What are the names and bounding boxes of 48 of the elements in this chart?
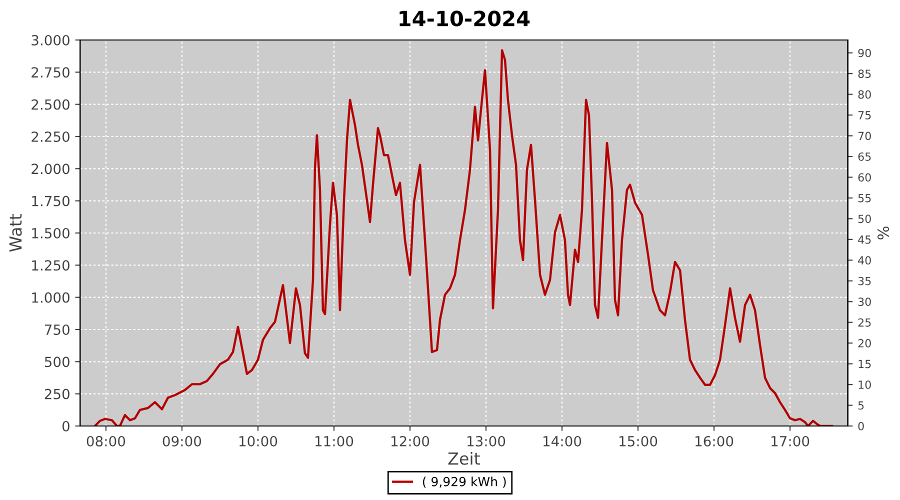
y2-tick-label: 45 <box>858 236 871 244</box>
y-tick-label: 2.250 <box>32 131 70 142</box>
y2-tick-label: 90 <box>858 48 871 58</box>
y2-tick-label: 15 <box>858 360 871 368</box>
x-tick-label: 11:00 <box>315 436 354 446</box>
x-tick-label: 12:00 <box>391 436 430 446</box>
y2-tick-label: 50 <box>858 214 871 224</box>
y-tick-label: 0 <box>62 420 70 432</box>
y2-tick-label: 30 <box>858 298 871 306</box>
y2-tick-label: 70 <box>858 132 871 140</box>
y2-tick-label: 25 <box>858 318 871 327</box>
y-tick-label: 250 <box>44 388 70 400</box>
x-tick-label: 09:00 <box>162 436 202 446</box>
x-tick-label: 08:00 <box>86 436 126 446</box>
line-series <box>94 49 834 426</box>
y2-axis-title: % <box>877 226 890 240</box>
y-tick-label: 2.500 <box>32 99 70 110</box>
y2-tick-label: 10 <box>858 380 871 389</box>
y2-tick-label: 0 <box>858 422 864 430</box>
x-axis-title: Zeit <box>448 452 480 465</box>
y2-tick-label: 35 <box>858 276 871 286</box>
x-tick-label: 15:00 <box>620 436 658 446</box>
x-tick-label: 16:00 <box>696 436 734 446</box>
x-tick-label: 14:00 <box>544 436 582 446</box>
y-tick-label: 2.750 <box>32 67 70 78</box>
y-tick-label: 2.000 <box>32 164 70 174</box>
y-tick-label: 1.500 <box>32 228 70 238</box>
y-tick-label: 750 <box>45 324 70 335</box>
x-tick-label: 10:00 <box>239 436 278 446</box>
y2-tick-label: 65 <box>858 152 871 161</box>
y-axis-title: Watt <box>9 214 22 252</box>
y2-tick-label: 60 <box>858 173 871 182</box>
y2-tick-label: 5 <box>858 401 864 410</box>
chart-title: 14-10-2024 <box>400 10 530 26</box>
y-tick-label: 3.000 <box>32 34 70 46</box>
y2-tick-label: 85 <box>858 70 871 78</box>
x-tick-label: 13:00 <box>468 436 506 446</box>
y2-tick-label: 55 <box>858 194 871 202</box>
y2-tick-label: 75 <box>858 111 871 120</box>
y-tick-label: 1.750 <box>32 196 70 206</box>
y2-tick-label: 40 <box>858 256 871 265</box>
y-tick-label: 500 <box>44 356 70 368</box>
legend-label: ( 9,929 kWh ) <box>422 476 506 488</box>
y-tick-label: 1.250 <box>32 260 70 271</box>
y-tick-label: 1.000 <box>32 292 70 303</box>
y2-tick-label: 20 <box>858 339 871 348</box>
y2-tick-label: 80 <box>858 90 871 99</box>
x-tick-label: 17:00 <box>772 436 810 446</box>
